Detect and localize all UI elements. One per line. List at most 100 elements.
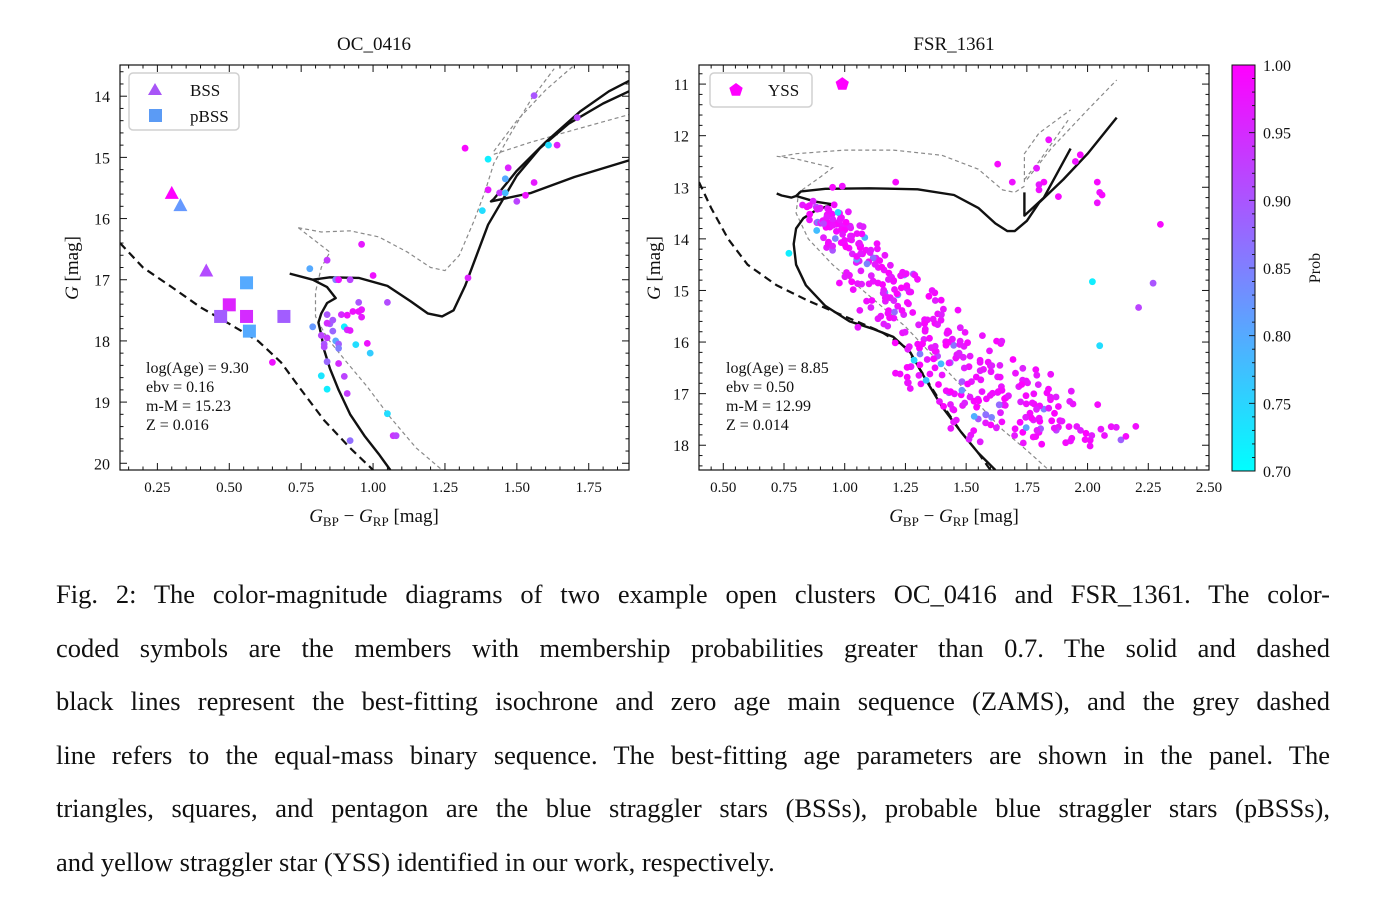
- member-point: [987, 421, 995, 429]
- member-point: [530, 92, 538, 99]
- member-point: [806, 202, 813, 210]
- member-point: [1096, 342, 1104, 350]
- member-point: [335, 360, 342, 367]
- member-point: [829, 183, 836, 191]
- member-point: [484, 186, 492, 194]
- isochrone-line: [492, 79, 629, 200]
- member-point: [1001, 401, 1009, 409]
- member-point: [998, 337, 1006, 345]
- member-point: [998, 418, 1006, 426]
- member-point: [894, 302, 902, 310]
- member-point: [816, 205, 824, 213]
- x-tick-label: 1.75: [1014, 480, 1040, 496]
- member-point: [1027, 414, 1035, 422]
- member-point: [1101, 432, 1108, 439]
- member-point: [856, 222, 864, 230]
- colorbar-ticks: 0.70 0.75 0.80 0.85 0.90 0.95 1.00: [1249, 58, 1291, 481]
- member-point: [545, 141, 552, 149]
- member-point: [323, 256, 331, 264]
- x-axis-label: GBP − GRP [mag]: [889, 506, 1019, 529]
- member-point: [1047, 370, 1055, 378]
- member-point: [945, 359, 953, 367]
- member-point: [982, 419, 989, 427]
- member-point: [346, 276, 354, 284]
- x-tick-label: 1.00: [832, 480, 858, 496]
- member-point: [958, 386, 966, 394]
- yss-pentagon-marker: [835, 77, 849, 90]
- member-point: [916, 361, 924, 369]
- member-point: [1058, 417, 1066, 425]
- legend: BSS pBSS: [128, 72, 240, 131]
- member-point: [358, 313, 365, 321]
- annotation-metallicity: Z = 0.014: [726, 417, 789, 434]
- member-point: [1050, 424, 1058, 432]
- member-point: [358, 240, 365, 248]
- member-point: [979, 332, 986, 339]
- binary-sequence-line: [1026, 79, 1118, 180]
- member-point: [901, 328, 909, 336]
- x-tick-label: 1.00: [360, 480, 386, 496]
- member-point: [896, 370, 904, 378]
- y-tick-label: 16: [673, 335, 689, 352]
- member-point: [945, 328, 953, 336]
- y-tick-label: 14: [94, 89, 110, 106]
- member-point: [1032, 366, 1040, 373]
- member-point: [369, 272, 377, 279]
- member-point: [1089, 278, 1096, 286]
- member-point: [906, 385, 914, 392]
- member-point: [956, 324, 964, 332]
- member-point: [1019, 364, 1027, 372]
- x-tick-label: 0.25: [144, 480, 170, 496]
- y-tick-label: 17: [94, 273, 110, 290]
- member-point: [867, 304, 875, 311]
- member-point: [868, 297, 876, 304]
- member-point: [1022, 413, 1030, 421]
- member-point: [513, 198, 521, 205]
- pbss-square-marker: [222, 298, 236, 312]
- member-point: [1016, 418, 1024, 426]
- member-point: [890, 277, 898, 284]
- member-point: [926, 334, 933, 342]
- fit-annotation: log(Age) = 9.30 ebv = 0.16 m-M = 15.23 Z…: [146, 360, 249, 434]
- legend: YSS: [709, 72, 813, 108]
- svg-text:GBP − GRP [mag]: GBP − GRP [mag]: [309, 506, 439, 529]
- member-point: [930, 355, 937, 363]
- member-point: [1033, 427, 1041, 434]
- member-point: [553, 141, 561, 149]
- member-point: [935, 381, 942, 388]
- member-point: [349, 308, 357, 315]
- y-axis-label: G [mag]: [644, 236, 665, 300]
- member-point: [501, 189, 509, 197]
- member-point: [1022, 424, 1030, 431]
- member-point: [916, 350, 924, 358]
- member-point: [1038, 440, 1046, 448]
- member-point: [986, 347, 993, 355]
- member-point: [955, 349, 963, 357]
- member-point: [1082, 429, 1090, 437]
- pbss-square-marker: [242, 324, 256, 338]
- member-point: [1088, 432, 1096, 439]
- member-point: [857, 250, 864, 258]
- member-point: [956, 337, 964, 345]
- legend-triangle-icon: [148, 83, 162, 95]
- x-tick-label: 1.50: [504, 480, 530, 496]
- member-point: [829, 242, 836, 250]
- member-point: [1029, 433, 1037, 441]
- member-point: [923, 356, 931, 363]
- plot-area: [699, 77, 1164, 470]
- member-point: [269, 358, 276, 366]
- isochrone-line: [776, 192, 997, 470]
- member-point: [842, 218, 850, 226]
- member-point: [980, 366, 987, 373]
- member-point: [1019, 439, 1027, 447]
- colorbar-tick-label: 0.95: [1263, 126, 1291, 143]
- member-point: [1045, 136, 1053, 144]
- member-point: [940, 305, 947, 313]
- colorbar-label: Prob: [1307, 253, 1324, 283]
- member-point: [785, 249, 793, 257]
- member-point: [478, 207, 486, 215]
- member-point: [874, 245, 881, 253]
- member-point: [335, 344, 342, 352]
- member-point: [1024, 379, 1031, 387]
- member-point: [335, 276, 342, 284]
